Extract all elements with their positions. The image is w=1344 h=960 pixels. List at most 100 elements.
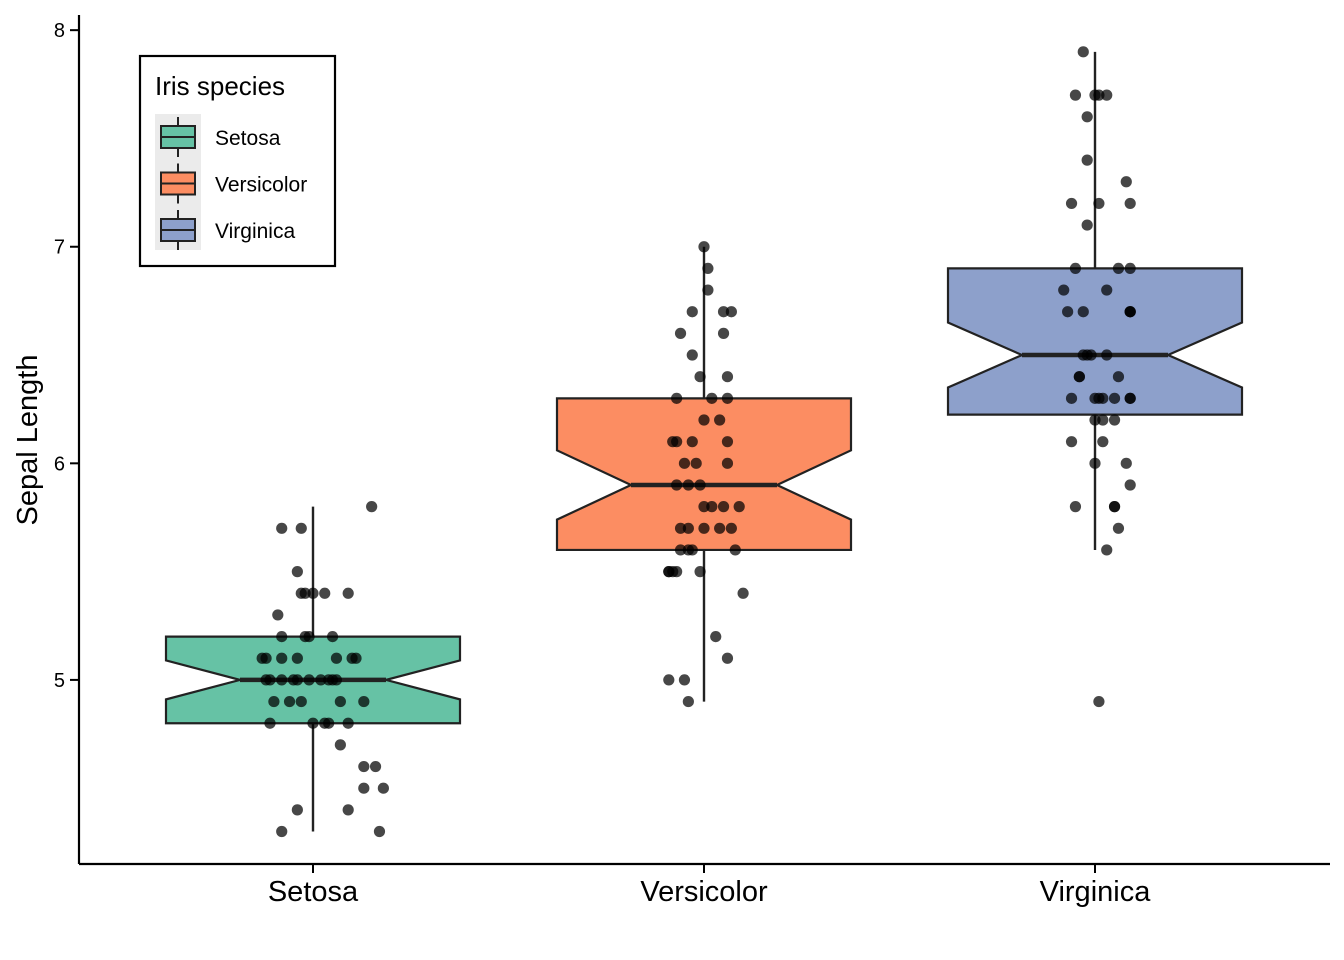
point-versicolor xyxy=(694,479,706,491)
point-virginica xyxy=(1112,371,1125,383)
point-virginica xyxy=(1093,695,1105,708)
point-versicolor xyxy=(721,652,734,664)
point-versicolor xyxy=(702,284,714,296)
point-versicolor xyxy=(663,566,675,578)
point-versicolor xyxy=(714,414,726,426)
point-virginica xyxy=(1081,111,1093,123)
box-versicolor xyxy=(555,397,853,552)
point-versicolor xyxy=(674,544,687,556)
point-setosa xyxy=(315,674,327,686)
point-setosa xyxy=(307,717,319,729)
point-versicolor xyxy=(717,306,730,318)
y-tick-label: 8 xyxy=(54,20,65,42)
point-setosa xyxy=(283,695,296,708)
point-virginica xyxy=(1120,176,1132,188)
y-tick-label: 6 xyxy=(54,453,65,475)
point-virginica xyxy=(1065,197,1078,210)
point-virginica xyxy=(1065,436,1078,448)
point-setosa xyxy=(276,825,288,838)
point-layer xyxy=(256,46,1136,838)
point-virginica xyxy=(1065,392,1078,404)
legend-label-virginica: Virginica xyxy=(215,220,295,243)
point-versicolor xyxy=(698,241,710,253)
point-versicolor xyxy=(663,674,675,686)
point-versicolor xyxy=(694,566,706,578)
point-setosa xyxy=(373,825,386,838)
point-virginica xyxy=(1093,197,1105,210)
point-setosa xyxy=(334,739,346,751)
point-versicolor xyxy=(698,414,710,426)
point-setosa xyxy=(326,630,339,643)
point-setosa xyxy=(323,674,335,686)
point-versicolor xyxy=(671,479,683,491)
point-versicolor xyxy=(686,544,698,556)
point-setosa xyxy=(377,782,389,794)
point-virginica xyxy=(1124,392,1136,404)
box-virginica xyxy=(946,267,1244,416)
point-setosa xyxy=(291,804,303,816)
point-virginica xyxy=(1062,306,1074,318)
point-setosa xyxy=(276,522,288,534)
legend: Iris species Setosa Versicolor Virginica xyxy=(138,54,337,268)
point-versicolor xyxy=(706,392,718,404)
point-virginica xyxy=(1124,262,1136,275)
point-virginica xyxy=(1124,306,1136,318)
point-versicolor xyxy=(682,522,694,534)
point-virginica xyxy=(1077,349,1089,361)
x-tick-label-versicolor: Versicolor xyxy=(640,876,768,908)
point-virginica xyxy=(1081,219,1093,231)
point-virginica xyxy=(1101,349,1113,361)
point-versicolor xyxy=(721,457,734,469)
point-versicolor xyxy=(678,674,691,686)
point-setosa xyxy=(272,609,284,621)
axes: Setosa Versicolor Virginica 5 6 7 8 xyxy=(54,15,1330,908)
point-setosa xyxy=(295,522,307,534)
point-virginica xyxy=(1069,89,1082,101)
point-setosa xyxy=(291,674,303,686)
point-versicolor xyxy=(702,262,714,275)
point-virginica xyxy=(1112,522,1125,534)
point-virginica xyxy=(1124,479,1136,491)
point-setosa xyxy=(268,695,280,708)
point-setosa xyxy=(303,630,315,643)
point-versicolor xyxy=(671,566,683,578)
point-virginica xyxy=(1077,46,1089,58)
point-versicolor xyxy=(682,695,694,708)
point-setosa xyxy=(264,674,276,686)
point-versicolor xyxy=(710,630,722,643)
point-virginica xyxy=(1093,89,1105,101)
point-setosa xyxy=(358,695,370,708)
y-tick-label: 7 xyxy=(54,237,65,259)
point-versicolor xyxy=(714,522,726,534)
point-virginica xyxy=(1120,457,1132,469)
point-versicolor xyxy=(717,501,730,513)
legend-label-setosa: Setosa xyxy=(215,127,281,150)
point-setosa xyxy=(319,717,331,729)
point-versicolor xyxy=(737,587,749,599)
point-setosa xyxy=(358,760,370,773)
point-virginica xyxy=(1077,306,1089,318)
point-setosa xyxy=(260,652,272,664)
legend-items: Setosa Versicolor Virginica xyxy=(155,114,307,250)
point-virginica xyxy=(1058,284,1070,296)
legend-title: Iris species xyxy=(155,71,285,101)
point-setosa xyxy=(264,717,276,729)
point-versicolor xyxy=(698,501,710,513)
point-versicolor xyxy=(690,457,702,469)
point-setosa xyxy=(330,652,343,664)
point-setosa xyxy=(276,630,288,643)
point-virginica xyxy=(1069,262,1082,275)
point-setosa xyxy=(334,695,346,708)
point-setosa xyxy=(330,674,343,686)
point-virginica xyxy=(1069,501,1082,513)
point-versicolor xyxy=(725,306,737,318)
point-virginica xyxy=(1112,262,1125,275)
point-virginica xyxy=(1073,371,1085,383)
point-virginica xyxy=(1089,457,1101,469)
point-virginica xyxy=(1101,284,1113,296)
point-versicolor xyxy=(698,522,710,534)
point-setosa xyxy=(342,587,354,599)
point-versicolor xyxy=(721,436,734,448)
point-setosa xyxy=(307,587,319,599)
point-virginica xyxy=(1124,197,1136,210)
